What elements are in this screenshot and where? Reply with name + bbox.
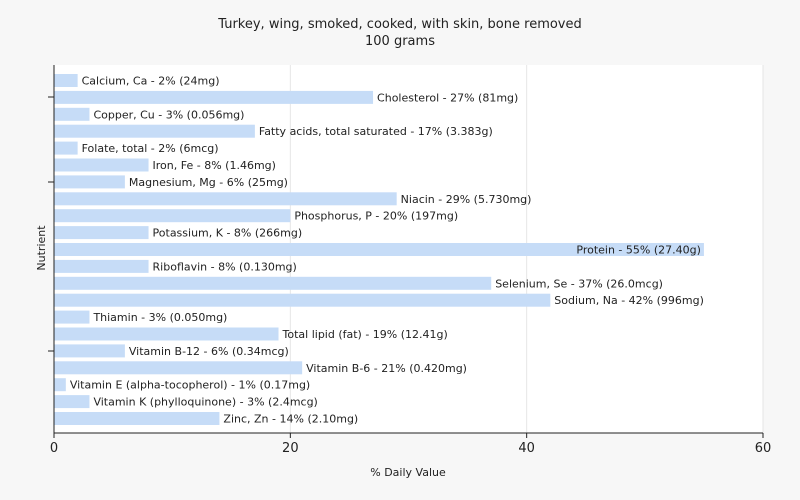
bar-label: Protein - 55% (27.40g) [576,244,701,257]
bar-label: Magnesium, Mg - 6% (25mg) [129,176,288,189]
bar-labels: Calcium, Ca - 2% (24mg) Cholesterol - 27%… [70,75,704,426]
bar-label: Vitamin B-6 - 21% (0.420mg) [306,362,467,375]
x-tick-label: 40 [518,441,535,456]
bar-label: Vitamin B-12 - 6% (0.34mcg) [129,345,289,358]
bar [54,175,125,189]
bar [54,259,149,273]
bar-label: Folate, total - 2% (6mcg) [82,142,219,155]
bar-label: Potassium, K - 8% (266mg) [153,227,303,240]
bar-label: Thiamin - 3% (0.050mg) [92,311,227,324]
bar [54,124,255,138]
bar-label: Niacin - 29% (5.730mg) [401,193,532,206]
bar-label: Iron, Fe - 8% (1.46mg) [153,159,276,172]
bar-label: Copper, Cu - 3% (0.056mg) [93,108,244,121]
bar [54,107,90,121]
bar [54,209,291,223]
chart-subtitle: 100 grams [365,34,435,49]
chart-title: Turkey, wing, smoked, cooked, with skin,… [217,17,582,32]
bar-label: Selenium, Se - 37% (26.0mcg) [495,277,663,290]
bar [54,243,704,256]
bar-label: Calcium, Ca - 2% (24mg) [82,75,220,88]
bar [54,361,303,375]
bar [54,293,551,307]
bar-label: Sodium, Na - 42% (996mg) [554,294,704,307]
x-tick-label: 20 [282,441,299,456]
bar [54,74,78,87]
bar [54,327,279,341]
bar [54,90,374,104]
bar [54,192,397,206]
bar-label: Zinc, Zn - 14% (2.10mg) [223,413,358,426]
bar [54,276,492,290]
bar-label: Vitamin K (phylloquinone) - 3% (2.4mcg) [93,396,317,409]
bar-label: Vitamin E (alpha-tocopherol) - 1% (0.17m… [70,379,310,392]
axes: 0 20 40 60 [48,65,771,456]
bar-label: Phosphorus, P - 20% (197mg) [294,210,458,223]
bar [54,226,149,240]
bars [54,74,704,425]
bar-label: Total lipid (fat) - 19% (12.41g) [282,328,448,341]
bar [54,141,78,155]
bar [54,310,90,324]
bar [54,344,125,358]
bar-label: Cholesterol - 27% (81mg) [377,91,518,104]
x-tick-label: 60 [755,441,772,456]
bar [54,158,149,172]
bar-label: Fatty acids, total saturated - 17% (3.38… [259,125,493,138]
x-axis-title: % Daily Value [370,466,446,479]
bar-label: Riboflavin - 8% (0.130mg) [153,260,297,273]
y-axis-title: Nutrient [35,225,48,271]
x-tick-label: 0 [50,441,58,456]
bar [54,395,90,409]
bar [54,412,220,425]
bar [54,378,66,392]
